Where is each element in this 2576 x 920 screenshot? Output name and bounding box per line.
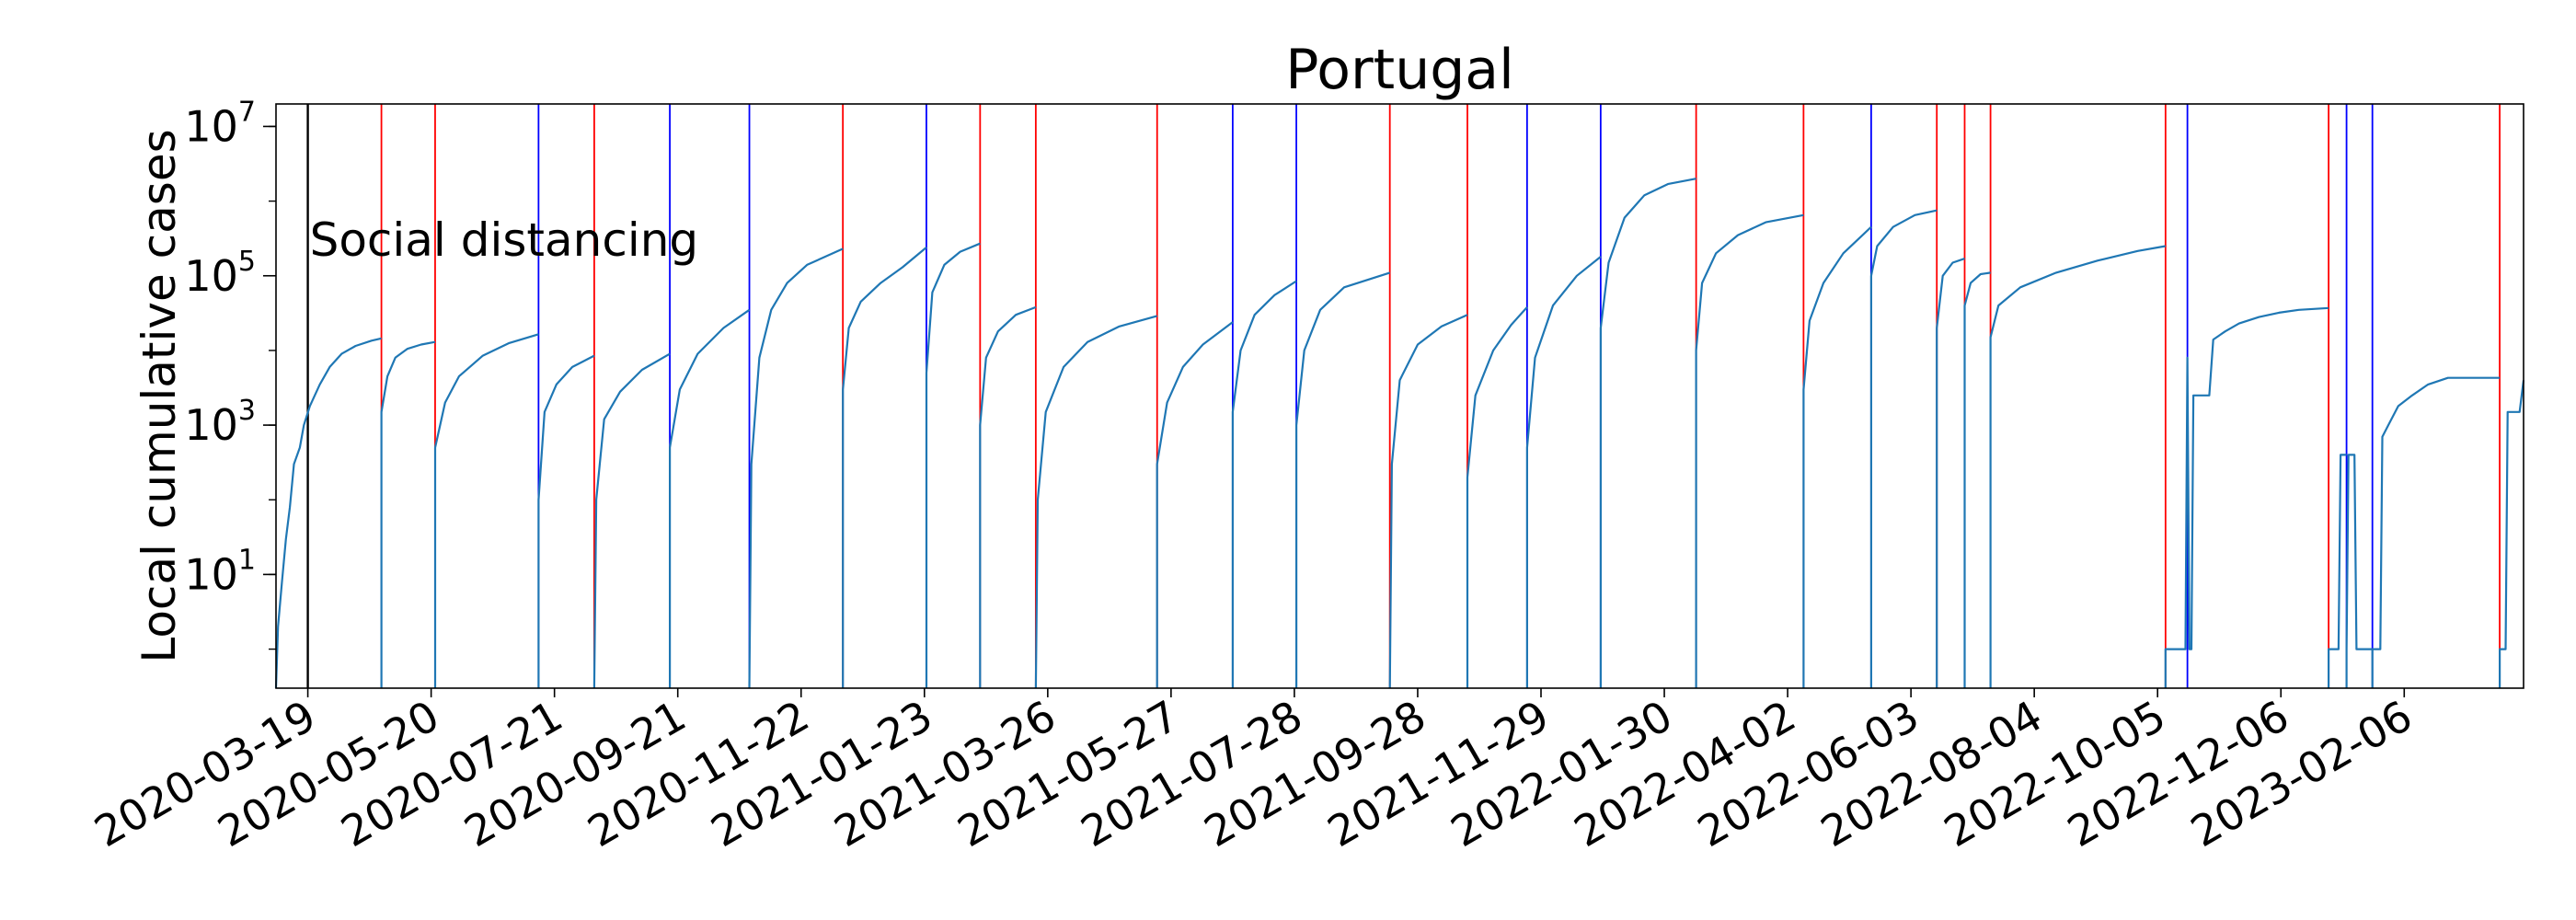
series-segment — [1989, 245, 2166, 688]
series-segment — [537, 354, 595, 688]
series-segment — [1936, 258, 1965, 688]
series-segment — [1963, 271, 1991, 688]
series-segment — [592, 352, 671, 689]
series-segment — [1388, 314, 1468, 689]
y-tick-base: 10 — [184, 400, 238, 450]
y-tick-base: 10 — [184, 251, 238, 301]
series-segment — [2345, 454, 2373, 688]
series-segment — [1802, 225, 1872, 688]
series-segment — [2371, 376, 2501, 688]
y-tick-label: 105 — [184, 246, 256, 301]
series-segment — [1034, 315, 1157, 689]
series-segment — [1599, 178, 1696, 688]
y-tick-exponent: 3 — [238, 395, 256, 427]
series-segment — [274, 337, 382, 689]
chart-title: Portugal — [1285, 38, 1514, 102]
series-segment — [433, 333, 539, 688]
series-segment — [380, 340, 436, 688]
y-tick-label: 107 — [184, 96, 256, 151]
series-segment — [1231, 280, 1297, 688]
y-tick-base: 10 — [184, 549, 238, 599]
series-segment — [925, 242, 981, 688]
y-tick-exponent: 1 — [238, 544, 256, 576]
series-segment — [1295, 271, 1391, 688]
series-segment — [2328, 454, 2347, 688]
y-tick-exponent: 7 — [238, 96, 256, 128]
series-segment — [748, 247, 844, 689]
series-segment — [1695, 213, 1804, 688]
series-segment — [1466, 306, 1528, 688]
series-cumulative-cases — [274, 178, 2525, 689]
series-segment — [979, 305, 1037, 688]
series-segment — [2499, 380, 2525, 688]
series-segment — [2164, 306, 2329, 688]
series-segment — [669, 308, 751, 688]
y-tick-label: 101 — [184, 544, 256, 599]
series-segment — [1869, 209, 1938, 688]
series-segment — [842, 247, 927, 688]
annotation-social-distancing: Social distancing — [310, 213, 699, 267]
y-tick-exponent: 5 — [238, 246, 256, 278]
series-segment — [1156, 321, 1234, 688]
y-axis-label: Local cumulative cases — [132, 129, 186, 662]
y-tick-base: 10 — [184, 101, 238, 151]
y-tick-label: 103 — [184, 395, 256, 450]
plot-frame — [275, 103, 2524, 689]
series-segment — [1525, 256, 1602, 688]
